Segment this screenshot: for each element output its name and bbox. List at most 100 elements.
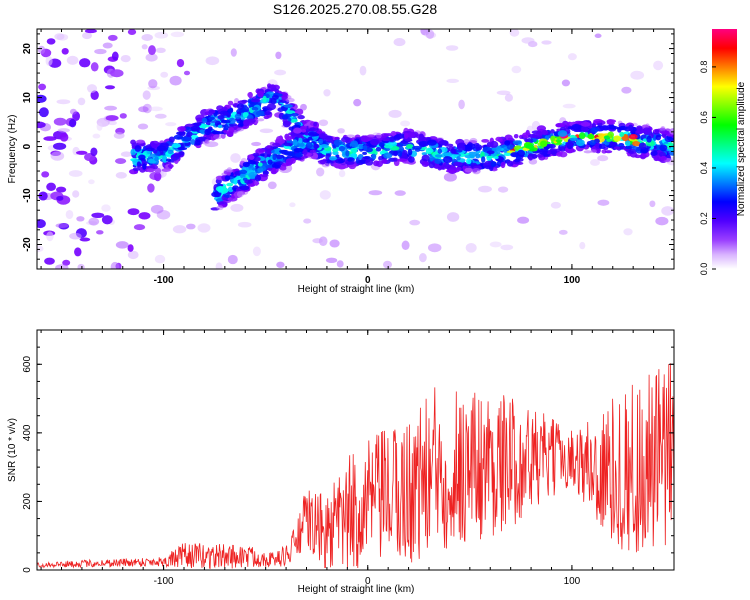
spectrogram-cell [619, 131, 625, 137]
spectrogram-cell [575, 139, 585, 147]
spectrogram-cell [114, 158, 127, 165]
spectrogram-cell [607, 121, 615, 125]
spectrogram-cell [593, 118, 604, 124]
spectrogram-cell [77, 263, 85, 269]
snr-y-label: SNR (10 * v/v) [7, 418, 18, 482]
spectrogram-cell [581, 126, 589, 133]
spectrogram-cell [367, 134, 375, 138]
spectrogram-cell [455, 166, 462, 171]
spectrogram-cell [105, 115, 119, 121]
spectrogram-cell [406, 132, 416, 138]
spectrogram-cell [409, 219, 421, 226]
spectrogram-cell [177, 146, 188, 151]
spectrogram-cell [514, 158, 520, 163]
spectrogram-cell [337, 128, 345, 134]
spectrogram-y-label: Frequency (Hz) [7, 115, 18, 184]
spectrogram-cell [46, 38, 56, 45]
spectrogram-cell [329, 239, 340, 248]
spectrogram-cell [217, 115, 225, 120]
spectrogram-cell [345, 150, 350, 157]
spectrogram-cell [642, 127, 652, 135]
spectrogram-heatmap [37, 29, 674, 269]
spectrogram-cell [72, 190, 80, 198]
spectrogram-cell [319, 144, 329, 149]
spectrogram-cell [223, 194, 232, 198]
spectrogram-cell [489, 140, 499, 148]
spectrogram-cell [300, 103, 307, 111]
spectrogram-cell [127, 208, 140, 216]
spectrogram-cell [597, 199, 610, 206]
spectrogram-cell [541, 40, 552, 45]
snr-x-tick-label: 100 [564, 576, 581, 587]
figure-title: S126.2025.270.08.55.G28 [273, 1, 437, 17]
spectrogram-cell [104, 85, 116, 90]
spectrogram-cell [504, 93, 514, 102]
spectrogram-cell [453, 161, 463, 167]
spectrogram-cell [230, 203, 244, 212]
spectrogram-cell [179, 151, 185, 156]
spectrogram-cell [52, 142, 67, 150]
colorbar-ticks: 0.0 0.2 0.4 0.6 0.8 [699, 61, 716, 275]
spectrogram-cell [489, 241, 502, 248]
spectrogram-cell [237, 100, 247, 105]
spectrogram-cell [506, 144, 514, 150]
spectrogram-cell [351, 152, 357, 157]
spectrogram-cell [227, 196, 238, 202]
spectrogram-cell [550, 135, 556, 142]
spectrogram-cell [475, 153, 481, 159]
spectrogram-cell [579, 241, 586, 250]
spectrogram-cell [247, 92, 253, 98]
spectrogram-cell [425, 147, 434, 155]
spectrogram-cell [216, 205, 224, 211]
spectrogram-cell [419, 140, 429, 147]
spectrogram-cell [172, 225, 187, 234]
spectrogram-cell [381, 159, 388, 164]
spectrogram-cell [406, 143, 414, 149]
spectrogram-cell [319, 190, 331, 200]
spectrogram-cell [284, 120, 292, 126]
spectrogram-cell [297, 114, 305, 120]
spectrogram-cell [242, 111, 249, 118]
spectrogram-cell [555, 139, 563, 143]
spectrogram-cell [146, 168, 155, 173]
spectrogram-cell [642, 138, 648, 142]
spectrogram-cell [456, 156, 461, 161]
spectrogram-cell [583, 150, 592, 154]
spectrogram-cell [214, 131, 224, 135]
spectrogram-cell [162, 155, 168, 163]
spectrogram-cell [237, 221, 252, 228]
spectrogram-cell [397, 158, 407, 162]
spectrogram-cell [82, 32, 92, 40]
snr-x-tick-label: 0 [365, 576, 371, 587]
spectrogram-cell [446, 78, 460, 84]
spectrogram-cell [96, 122, 103, 131]
spectrogram-cell [370, 138, 380, 146]
spectrogram-cell [38, 83, 47, 91]
spectrogram-cell [186, 223, 196, 230]
spectrogram-cell [169, 75, 182, 86]
spectrogram-cell [257, 167, 264, 173]
spectrogram-cell [571, 123, 581, 131]
spectrogram-cell [37, 45, 46, 55]
spectrogram-cell [350, 140, 359, 148]
spectrogram-cell [285, 97, 295, 103]
spectrogram-cell [138, 106, 149, 113]
spectrogram-cell [275, 51, 282, 60]
spectrogram-cell [392, 157, 398, 162]
spectrogram-cell [458, 99, 465, 110]
spectrogram-cell [325, 257, 338, 263]
spectrogram-cell [456, 145, 467, 151]
spectrogram-cell [239, 119, 244, 127]
spectrogram-cell [290, 132, 297, 137]
spectrogram-cell [397, 150, 403, 157]
spectrogram-cell [628, 150, 634, 154]
spectrogram-cell [287, 117, 292, 122]
spectrogram-cell [625, 140, 631, 147]
spectrogram-cell [285, 110, 296, 114]
spectrogram-cell [649, 200, 656, 208]
colorbar-tick-label: 0.2 [699, 212, 709, 225]
spectrogram-cell [566, 142, 575, 147]
spectrogram-cell [252, 246, 261, 257]
spectrogram-cell [56, 99, 71, 105]
